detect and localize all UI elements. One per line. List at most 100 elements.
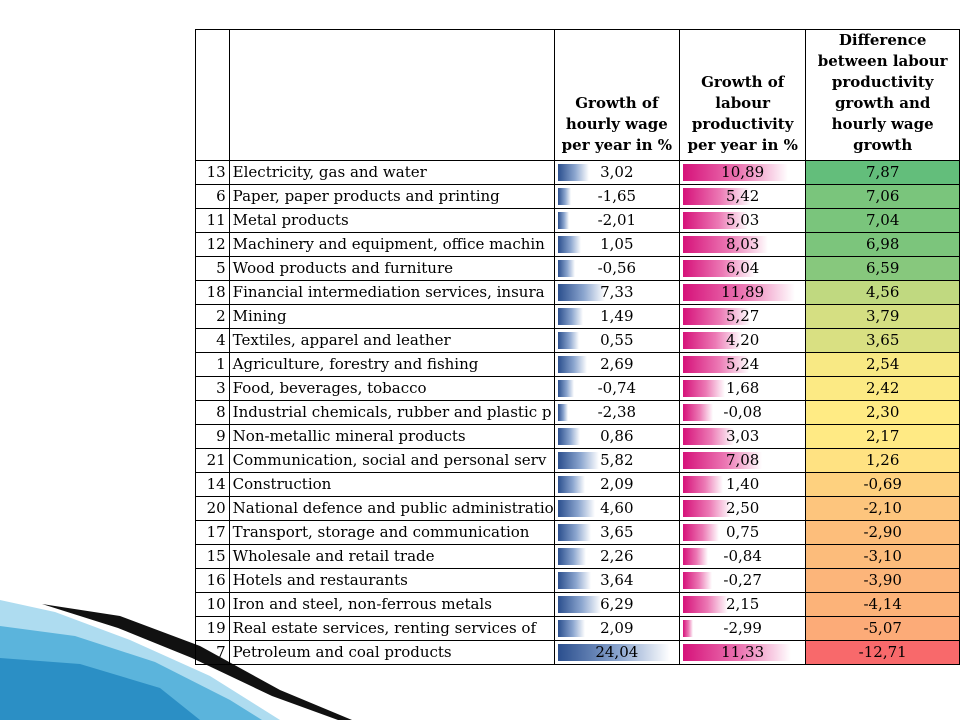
row-id: 21 [195,448,230,473]
wage-value: 2,69 [600,355,634,373]
row-difference: 4,56 [805,280,960,305]
productivity-bar [682,308,750,325]
productivity-bar [682,380,725,397]
row-sector: Metal products [228,208,555,233]
row-id: 17 [195,520,230,545]
wage-value: 6,29 [600,595,634,613]
table-row: 21 Communication, social and personal ser… [195,448,960,473]
table-row: 17 Transport, storage and communication 3,… [195,520,960,545]
productivity-bar [682,548,708,565]
row-difference: 2,54 [805,352,960,377]
productivity-bar [682,500,731,517]
row-difference: -4,14 [805,592,960,617]
wage-bar [557,452,600,469]
productivity-value: 1,40 [725,475,760,493]
row-sector: Machinery and equipment, office machin [228,232,555,257]
wage-bar [557,380,574,397]
header-sector [228,29,555,161]
productivity-bar [682,236,769,253]
row-productivity-cell: 7,08 [678,448,807,473]
wage-bar [557,284,606,301]
wage-value: 1,49 [600,307,634,325]
table-row: 16 Hotels and restaurants 3,64 -0,27 -3,90 [195,568,960,593]
row-sector: Textiles, apparel and leather [228,328,555,353]
productivity-value: -0,08 [723,403,762,421]
wage-value: 3,64 [600,571,634,589]
productivity-value: -0,84 [723,547,762,565]
wage-value: 1,05 [600,235,634,253]
row-difference: -2,10 [805,496,960,521]
productivity-value: 0,75 [725,523,760,541]
wage-bar [557,332,579,349]
table-row: 12 Machinery and equipment, office machin… [195,232,960,257]
productivity-bar [682,212,748,229]
row-productivity-cell: 4,20 [678,328,807,353]
row-productivity-cell: -0,27 [678,568,807,593]
table-row: 10 Iron and steel, non-ferrous metals 6,29… [195,592,960,617]
row-productivity-cell: -2,99 [678,616,807,641]
wage-value: 7,33 [600,283,634,301]
row-id: 9 [195,424,230,449]
row-difference: 6,59 [805,256,960,281]
row-id: 1 [195,352,230,377]
row-sector: Communication, social and personal serv [228,448,555,473]
productivity-bar [682,620,693,637]
row-id: 4 [195,328,230,353]
row-productivity-cell: 6,04 [678,256,807,281]
row-sector: Industrial chemicals, rubber and plastic… [228,400,555,425]
row-wage-cell: 1,05 [553,232,680,257]
row-difference: 2,17 [805,424,960,449]
productivity-value: 4,20 [725,331,760,349]
productivity-bar [682,260,755,277]
row-difference: 6,98 [805,232,960,257]
row-id: 14 [195,472,230,497]
row-sector: Construction [228,472,555,497]
wage-value: -1,65 [597,187,637,205]
productivity-value: 3,03 [725,427,760,445]
table-row: 14 Construction 2,09 1,40 -0,69 [195,472,960,497]
row-productivity-cell: -0,84 [678,544,807,569]
wage-bar [557,212,570,229]
row-wage-cell: 2,69 [553,352,680,377]
row-sector: Mining [228,304,555,329]
row-wage-cell: 3,64 [553,568,680,593]
productivity-bar [682,524,719,541]
row-productivity-cell: 5,42 [678,184,807,209]
table-row: 3 Food, beverages, tobacco -0,74 1,68 2,42 [195,376,960,401]
wage-value: 0,55 [600,331,634,349]
wage-bar [557,356,588,373]
row-wage-cell: 0,86 [553,424,680,449]
table-row: 6 Paper, paper products and printing -1,65… [195,184,960,209]
productivity-bar [682,596,729,613]
row-sector: Electricity, gas and water [228,160,555,185]
row-productivity-cell: 5,03 [678,208,807,233]
productivity-bar [682,428,735,445]
wage-bar [557,476,585,493]
decor-wave-dark [0,658,200,720]
productivity-value: 10,89 [721,163,765,181]
row-productivity-cell: 8,03 [678,232,807,257]
row-sector: Wholesale and retail trade [228,544,555,569]
productivity-value: 11,89 [721,283,765,301]
wage-value: -2,01 [597,211,637,229]
wage-value: 5,82 [600,451,634,469]
wage-value: -0,74 [597,379,637,397]
row-sector: Iron and steel, non-ferrous metals [228,592,555,617]
productivity-bar [682,644,792,661]
productivity-value: 2,15 [725,595,760,613]
header-id [195,29,230,161]
productivity-bar [682,476,724,493]
row-wage-cell: 7,33 [553,280,680,305]
table-row: 1 Agriculture, forestry and fishing 2,69 5,… [195,352,960,377]
table-row: 4 Textiles, apparel and leather 0,55 4,20 3,… [195,328,960,353]
row-wage-cell: -2,38 [553,400,680,425]
row-id: 6 [195,184,230,209]
productivity-value: -2,99 [723,619,762,637]
row-productivity-cell: 1,40 [678,472,807,497]
row-difference: 1,26 [805,448,960,473]
table-header-row: Growth of hourly wage per year in % Grow… [195,29,960,161]
table-row: 8 Industrial chemicals, rubber and plasti… [195,400,960,425]
row-difference: -5,07 [805,616,960,641]
row-id: 16 [195,568,230,593]
productivity-value: 7,08 [725,451,760,469]
